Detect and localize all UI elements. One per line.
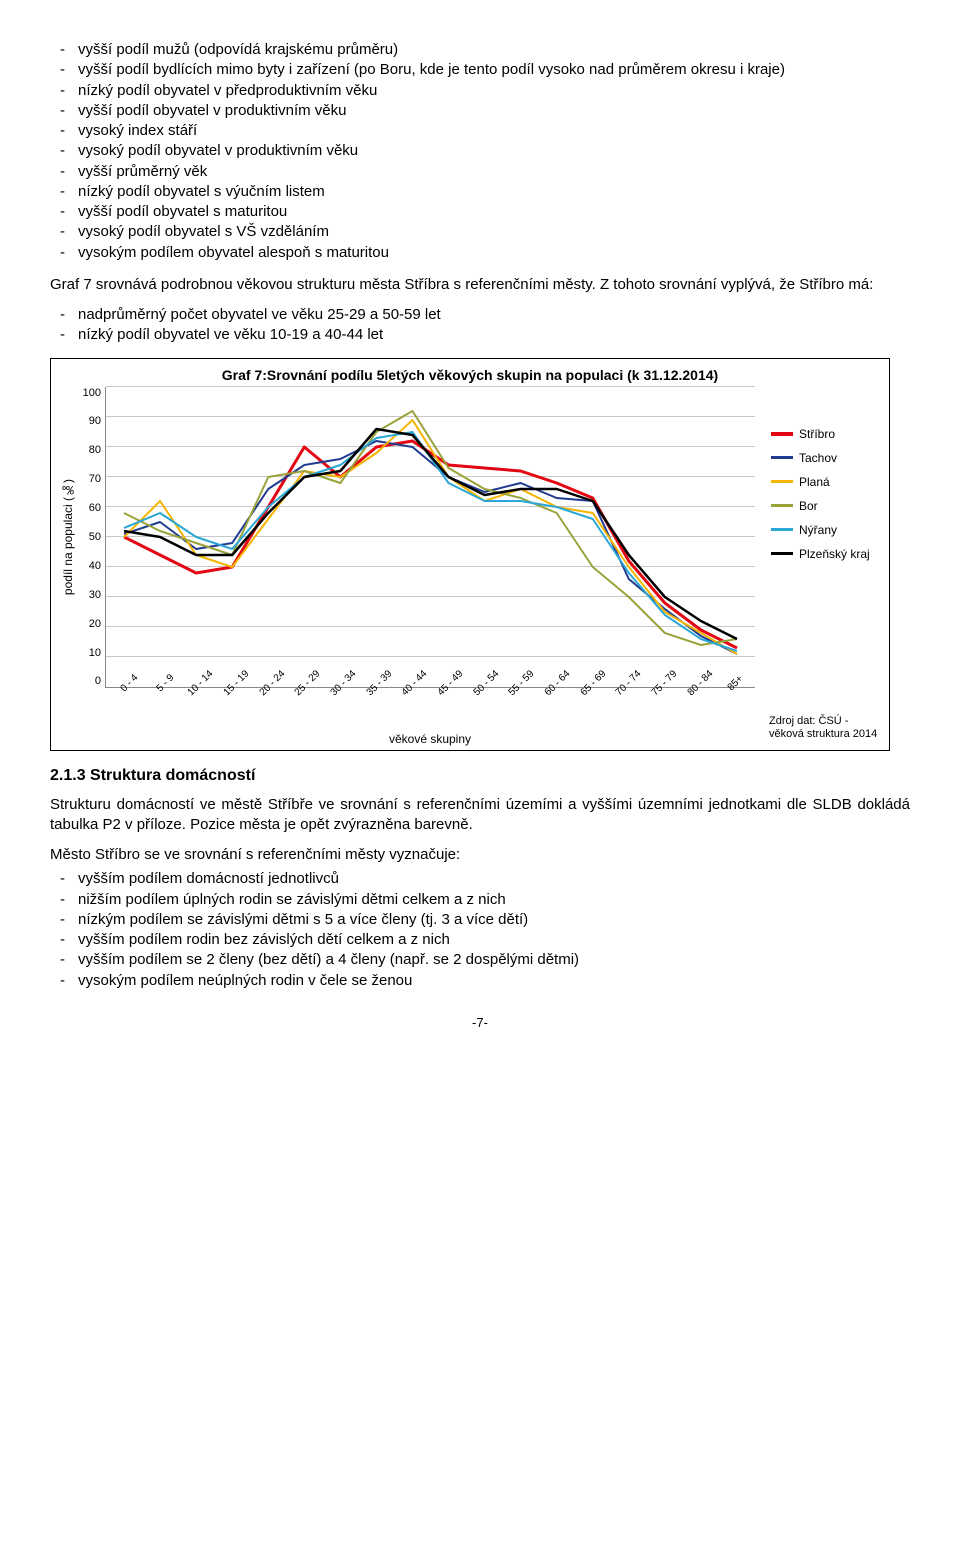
- paragraph-1: Graf 7 srovnává podrobnou věkovou strukt…: [50, 275, 910, 295]
- list-item: vyšší průměrný věk: [60, 162, 910, 182]
- list-item: vysoký podíl obyvatel s VŠ vzděláním: [60, 222, 910, 242]
- y-tick: 30: [89, 589, 101, 601]
- legend-swatch: [771, 528, 793, 531]
- y-axis: 1009080706050403020100: [75, 387, 105, 688]
- list-item: nadprůměrný počet obyvatel ve věku 25-29…: [60, 305, 910, 325]
- y-tick: 10: [89, 647, 101, 659]
- y-tick: 100: [83, 387, 101, 399]
- y-tick: 80: [89, 444, 101, 456]
- legend-swatch: [771, 480, 793, 483]
- legend-item: Nýřany: [771, 523, 881, 537]
- legend-label: Nýřany: [799, 523, 837, 537]
- legend-item: Tachov: [771, 451, 881, 465]
- paragraph-2: Strukturu domácností ve městě Stříbře ve…: [50, 795, 910, 836]
- y-axis-label-wrap: podíl na populaci (‰): [59, 387, 75, 688]
- list-item: vysoký podíl obyvatel v produktivním věk…: [60, 141, 910, 161]
- chart-plot-area: [105, 387, 755, 688]
- list-item: nízký podíl obyvatel s výučním listem: [60, 182, 910, 202]
- legend-item: Stříbro: [771, 427, 881, 441]
- list-item: vyšší podíl bydlících mimo byty i zaříze…: [60, 60, 910, 80]
- chart-lines: [106, 387, 755, 687]
- legend-item: Bor: [771, 499, 881, 513]
- chart-7: Graf 7:Srovnání podílu 5letých věkových …: [50, 358, 890, 751]
- legend-label: Bor: [799, 499, 818, 513]
- legend-label: Planá: [799, 475, 830, 489]
- y-tick: 50: [89, 531, 101, 543]
- list-item: nízký podíl obyvatel ve věku 10-19 a 40-…: [60, 325, 910, 345]
- chart-source: Zdroj dat: ČSÚ - věková struktura 2014: [769, 715, 879, 741]
- x-axis: 0 - 45 - 910 - 1415 - 1920 - 2425 - 2930…: [113, 692, 755, 732]
- y-tick: 70: [89, 473, 101, 485]
- x-axis-label: věkové skupiny: [0, 732, 881, 746]
- list-item: vyšším podílem se 2 členy (bez dětí) a 4…: [60, 950, 910, 970]
- list-item: vyšší podíl obyvatel v produktivním věku: [60, 101, 910, 121]
- y-tick: 40: [89, 560, 101, 572]
- list-item: nízkým podílem se závislými dětmi s 5 a …: [60, 910, 910, 930]
- series-line: [124, 411, 737, 645]
- legend-swatch: [771, 552, 793, 555]
- list-item: nižším podílem úplných rodin se závislým…: [60, 890, 910, 910]
- chart-legend: Stříbro Tachov Planá Bor Nýřany Plzeňský kraj: [755, 387, 881, 688]
- legend-label: Stříbro: [799, 427, 835, 441]
- list-item: vyšším podílem domácností jednotlivců: [60, 869, 910, 889]
- series-line: [124, 429, 737, 639]
- legend-item: Plzeňský kraj: [771, 547, 881, 561]
- section-heading: 2.1.3 Struktura domácností: [50, 767, 910, 785]
- list-item: vysoký index stáří: [60, 121, 910, 141]
- series-line: [124, 441, 737, 654]
- chart-title: Graf 7:Srovnání podílu 5letých věkových …: [59, 367, 881, 383]
- list-item: vyšší podíl obyvatel s maturitou: [60, 202, 910, 222]
- list-item: nízký podíl obyvatel v předproduktivním …: [60, 81, 910, 101]
- page-number: -7-: [50, 1015, 910, 1030]
- y-tick: 20: [89, 618, 101, 630]
- y-tick: 0: [95, 675, 101, 687]
- y-tick: 60: [89, 502, 101, 514]
- paragraph-3: Město Stříbro se ve srovnání s referenčn…: [50, 845, 910, 865]
- y-tick: 90: [89, 415, 101, 427]
- bullet-list-2: nadprůměrný počet obyvatel ve věku 25-29…: [50, 305, 910, 346]
- list-item: vysokým podílem obyvatel alespoň s matur…: [60, 243, 910, 263]
- bullet-list-1: vyšší podíl mužů (odpovídá krajskému prů…: [50, 40, 910, 263]
- legend-item: Planá: [771, 475, 881, 489]
- list-item: vyšší podíl mužů (odpovídá krajskému prů…: [60, 40, 910, 60]
- legend-label: Plzeňský kraj: [799, 547, 870, 561]
- legend-label: Tachov: [799, 451, 837, 465]
- bullet-list-3: vyšším podílem domácností jednotlivcůniž…: [50, 869, 910, 991]
- list-item: vysokým podílem neúplných rodin v čele s…: [60, 971, 910, 991]
- series-line: [124, 432, 737, 651]
- y-axis-label: podíl na populaci (‰): [59, 479, 75, 595]
- legend-swatch: [771, 504, 793, 507]
- list-item: vyšším podílem rodin bez závislých dětí …: [60, 930, 910, 950]
- legend-swatch: [771, 456, 793, 459]
- legend-swatch: [771, 432, 793, 436]
